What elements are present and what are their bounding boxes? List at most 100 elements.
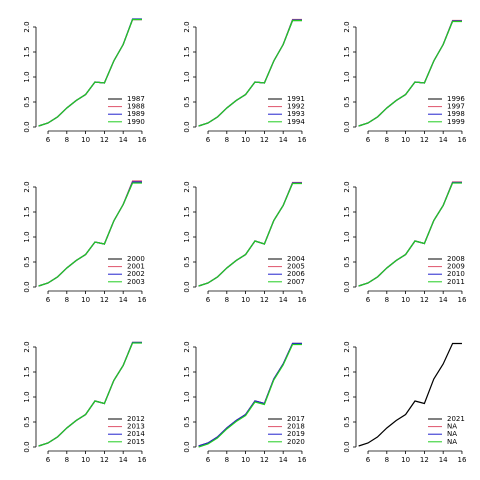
x-tick-label: 16 (137, 456, 146, 464)
y-tick-label: 0.5 (343, 96, 351, 107)
x-tick-label: 14 (439, 136, 448, 144)
y-tick-label: 0.5 (183, 416, 191, 427)
y-tick-label: 1.0 (183, 71, 191, 82)
y-tick-label: 0.5 (343, 416, 351, 427)
y-tick-label: 0.0 (343, 441, 351, 452)
x-tick-label: 10 (81, 296, 90, 304)
legend-label: 2013 (127, 423, 145, 431)
y-tick-label: 2.0 (23, 181, 31, 192)
series-line (38, 18, 142, 127)
y-tick-label: 0.5 (23, 416, 31, 427)
y-tick-label: 0.0 (343, 281, 351, 292)
legend-label: 2015 (127, 438, 145, 446)
panel: 0.0 0.5 1.0 1.5 2.0 6 8 10 12 14 16 198719881989199… (23, 18, 147, 144)
y-tick-label: 1.0 (183, 391, 191, 402)
x-tick-label: 12 (100, 136, 109, 144)
y-tick-label: 1.5 (23, 366, 31, 377)
y-tick-label: 2.0 (183, 21, 191, 32)
y-tick-label: 0.5 (23, 96, 31, 107)
x-tick-label: 8 (385, 136, 389, 144)
y-tick-label: 0.0 (183, 121, 191, 132)
legend-label: 2021 (447, 415, 465, 423)
x-tick-label: 8 (225, 136, 229, 144)
legend-label: 2006 (287, 270, 305, 278)
y-tick-label: 0.5 (343, 256, 351, 267)
y-tick-label: 1.0 (343, 391, 351, 402)
x-tick-label: 6 (366, 296, 371, 304)
panel: 0.0 0.5 1.0 1.5 2.0 6 8 10 12 14 16 199119921993199… (183, 18, 307, 144)
x-tick-label: 16 (457, 296, 466, 304)
series-line (38, 342, 142, 447)
x-tick-label: 12 (100, 456, 109, 464)
x-tick-label: 8 (65, 136, 69, 144)
y-tick-label: 2.0 (343, 341, 351, 352)
x-tick-label: 8 (225, 296, 229, 304)
panel: 0.0 0.5 1.0 1.5 2.0 6 8 10 12 14 16 200820092010201… (343, 181, 467, 304)
series-line (358, 182, 462, 287)
y-tick-label: 2.0 (183, 181, 191, 192)
x-tick-label: 10 (81, 136, 90, 144)
x-tick-label: 12 (260, 456, 269, 464)
x-tick-label: 6 (46, 136, 51, 144)
legend-label: 2005 (287, 263, 305, 271)
x-tick-label: 16 (137, 136, 146, 144)
legend-label: 1990 (127, 118, 145, 126)
panel: 0.0 0.5 1.0 1.5 2.0 6 8 10 12 14 16 199619971998199… (343, 19, 467, 144)
x-tick-label: 14 (439, 456, 448, 464)
legend-label: 1991 (287, 95, 305, 103)
y-tick-label: 1.0 (23, 71, 31, 82)
y-tick-label: 1.0 (343, 71, 351, 82)
y-tick-label: 0.0 (343, 121, 351, 132)
legend-label: 1999 (447, 118, 465, 126)
legend-label: NA (447, 430, 457, 438)
x-tick-label: 6 (46, 296, 51, 304)
y-tick-label: 0.0 (23, 441, 31, 452)
legend-label: 2017 (287, 415, 305, 423)
y-tick-label: 0.0 (183, 441, 191, 452)
y-tick-label: 0.0 (23, 121, 31, 132)
x-tick-label: 12 (260, 296, 269, 304)
x-tick-label: 6 (366, 456, 371, 464)
legend-label: 2014 (127, 430, 145, 438)
y-tick-label: 1.5 (183, 206, 191, 217)
x-tick-label: 12 (420, 456, 429, 464)
y-tick-label: 1.0 (23, 231, 31, 242)
x-tick-label: 16 (137, 296, 146, 304)
y-tick-label: 1.0 (183, 231, 191, 242)
y-tick-label: 2.0 (23, 21, 31, 32)
x-tick-label: 14 (119, 296, 128, 304)
series-line (358, 20, 462, 127)
y-tick-label: 1.0 (23, 391, 31, 402)
x-tick-label: 14 (279, 296, 288, 304)
legend-label: 2018 (287, 423, 305, 431)
legend-label: 2010 (447, 270, 465, 278)
y-tick-label: 2.0 (23, 341, 31, 352)
y-tick-label: 1.0 (343, 231, 351, 242)
x-tick-label: 8 (65, 456, 69, 464)
x-tick-label: 8 (65, 296, 69, 304)
x-tick-label: 10 (81, 456, 90, 464)
legend-label: 1992 (287, 103, 305, 111)
y-tick-label: 0.0 (183, 281, 191, 292)
x-tick-label: 8 (385, 296, 389, 304)
y-tick-label: 1.5 (343, 366, 351, 377)
y-tick-label: 2.0 (343, 21, 351, 32)
legend-label: 2000 (127, 255, 145, 263)
legend-label: 1997 (447, 103, 465, 111)
y-tick-label: 2.0 (343, 181, 351, 192)
y-tick-label: 2.0 (183, 341, 191, 352)
legend-label: 2007 (287, 278, 305, 286)
x-tick-label: 10 (401, 136, 410, 144)
x-tick-label: 6 (206, 456, 211, 464)
x-tick-label: 16 (297, 456, 306, 464)
legend-label: 1987 (127, 95, 145, 103)
series-line (198, 343, 302, 448)
x-tick-label: 8 (225, 456, 229, 464)
legend-label: 2020 (287, 438, 305, 446)
panel: 0.0 0.5 1.0 1.5 2.0 6 8 10 12 14 16 201720182019202… (183, 341, 307, 464)
x-tick-label: 10 (241, 456, 250, 464)
x-tick-label: 12 (420, 136, 429, 144)
legend-label: 1993 (287, 110, 305, 118)
x-tick-label: 12 (260, 136, 269, 144)
